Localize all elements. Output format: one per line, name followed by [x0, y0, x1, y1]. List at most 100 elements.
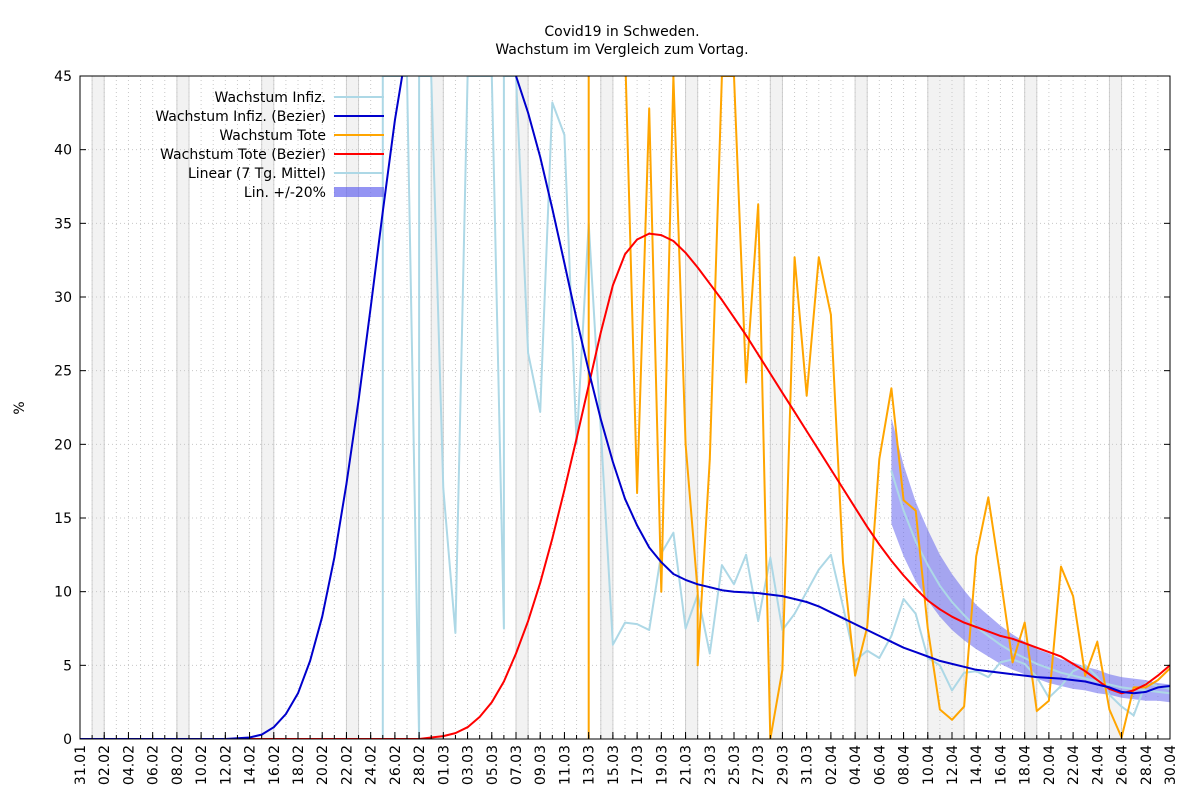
data-point-wachstum-tote-bezier — [854, 506, 856, 509]
x-tick-label: 06.02 — [146, 745, 162, 785]
data-point-wachstum-tote — [902, 499, 905, 502]
data-point-wachstum-tote — [745, 381, 747, 384]
data-point-linear-7-tg-mittel — [963, 614, 965, 616]
data-point-wachstum-tote-bezier — [999, 635, 1002, 637]
data-point-wachstum-infiz — [757, 620, 759, 622]
data-point-wachstum-tote — [818, 256, 820, 259]
data-point-wachstum-infiz-bezier — [345, 483, 348, 485]
data-point-wachstum-infiz — [818, 568, 820, 571]
data-point-wachstum-tote-bezier — [769, 372, 772, 375]
data-point-wachstum-infiz — [636, 623, 638, 625]
data-point-wachstum-tote-bezier — [757, 353, 759, 356]
data-point-wachstum-infiz-bezier — [818, 605, 820, 608]
data-point-wachstum-infiz-bezier — [527, 112, 529, 114]
data-point-wachstum-tote — [1011, 661, 1014, 664]
y-tick-label: 0 — [63, 732, 72, 748]
data-point-wachstum-tote-bezier — [830, 468, 832, 471]
data-point-linear-7-tg-mittel — [1011, 651, 1014, 653]
data-point-wachstum-tote — [963, 705, 965, 708]
data-point-wachstum-infiz-bezier — [1060, 677, 1062, 680]
data-point-wachstum-tote — [914, 509, 917, 512]
x-tick-label: 04.02 — [121, 745, 137, 785]
data-point-wachstum-tote — [927, 627, 929, 630]
x-tick-label: 02.02 — [97, 745, 113, 785]
data-point-wachstum-infiz — [684, 627, 687, 630]
data-point-wachstum-tote-bezier — [600, 331, 602, 334]
data-point-wachstum-tote-bezier — [878, 543, 881, 546]
x-tick-label: 22.04 — [1066, 745, 1082, 785]
y-tick-label: 15 — [54, 511, 72, 527]
data-point-wachstum-infiz — [539, 411, 541, 413]
y-axis-label: % — [12, 401, 28, 414]
data-point-wachstum-infiz-bezier — [890, 641, 893, 643]
data-point-wachstum-infiz — [999, 661, 1002, 664]
weekend-band — [261, 76, 274, 739]
x-tick-label: 25.03 — [727, 745, 743, 785]
series-area — [80, 46, 1170, 739]
weekend-band — [600, 76, 613, 739]
x-tick-label: 28.02 — [412, 745, 428, 785]
data-point-wachstum-infiz — [769, 557, 772, 559]
data-point-wachstum-infiz — [805, 590, 808, 593]
data-point-wachstum-infiz-bezier — [563, 262, 566, 264]
data-point-wachstum-tote — [866, 626, 868, 628]
data-point-wachstum-infiz-bezier — [672, 573, 675, 575]
data-point-wachstum-infiz-bezier — [1011, 673, 1014, 675]
data-point-linear-7-tg-mittel — [902, 509, 905, 512]
data-point-wachstum-infiz-bezier — [696, 583, 699, 586]
data-point-wachstum-tote-bezier — [636, 238, 638, 241]
data-point-wachstum-infiz-bezier — [878, 635, 881, 637]
x-tick-label: 26.04 — [1115, 745, 1131, 785]
data-point-wachstum-infiz — [939, 664, 941, 667]
y-tick-label: 20 — [54, 437, 72, 453]
data-point-wachstum-tote — [793, 256, 796, 259]
data-point-wachstum-tote — [1132, 686, 1135, 689]
data-point-wachstum-infiz-bezier — [1145, 691, 1147, 693]
data-point-wachstum-infiz — [503, 627, 505, 630]
data-point-wachstum-tote-bezier — [939, 608, 941, 611]
data-point-wachstum-tote — [757, 203, 759, 205]
x-tick-label: 01.03 — [436, 745, 452, 785]
data-point-wachstum-tote-bezier — [551, 537, 554, 540]
data-point-wachstum-tote-bezier — [1060, 655, 1062, 658]
data-point-wachstum-infiz-bezier — [1120, 691, 1123, 693]
data-point-linear-7-tg-mittel — [1060, 671, 1062, 674]
data-point-wachstum-tote-bezier — [890, 559, 893, 562]
data-point-wachstum-tote-bezier — [914, 587, 917, 590]
x-tick-label: 22.02 — [339, 745, 355, 785]
x-tick-label: 14.02 — [243, 745, 259, 785]
data-point-linear-7-tg-mittel — [1072, 674, 1074, 677]
data-point-wachstum-tote-bezier — [709, 282, 711, 285]
data-point-wachstum-infiz — [1072, 670, 1074, 672]
data-point-wachstum-infiz-bezier — [781, 595, 784, 597]
data-point-wachstum-infiz-bezier — [1048, 677, 1050, 679]
data-point-wachstum-infiz-bezier — [406, 46, 408, 48]
data-point-wachstum-tote — [842, 561, 844, 563]
data-point-wachstum-infiz — [793, 613, 796, 615]
data-point-wachstum-tote-bezier — [527, 620, 529, 622]
x-tick-label: 08.04 — [897, 745, 913, 785]
data-point-wachstum-tote — [999, 576, 1002, 578]
data-point-wachstum-tote-bezier — [696, 266, 699, 269]
data-point-wachstum-tote-bezier — [1048, 651, 1050, 653]
data-point-wachstum-infiz — [987, 676, 990, 678]
data-point-wachstum-tote-bezier — [478, 716, 481, 718]
data-point-wachstum-infiz-bezier — [757, 592, 759, 594]
data-point-wachstum-infiz-bezier — [745, 591, 747, 594]
x-tick-label: 23.03 — [703, 745, 719, 785]
data-point-wachstum-infiz-bezier — [1157, 686, 1159, 689]
data-point-wachstum-infiz — [951, 689, 953, 692]
data-point-linear-7-tg-mittel — [951, 601, 953, 603]
data-point-wachstum-infiz — [721, 564, 723, 566]
x-tick-label: 31.01 — [73, 745, 89, 785]
data-point-wachstum-tote-bezier — [587, 384, 590, 387]
data-point-wachstum-tote-bezier — [1011, 638, 1014, 640]
y-tick-label: 45 — [54, 69, 72, 85]
data-point-wachstum-infiz-bezier — [394, 119, 396, 121]
data-point-wachstum-infiz-bezier — [587, 369, 590, 372]
data-point-wachstum-infiz-bezier — [793, 598, 796, 600]
y-tick-label: 10 — [54, 585, 72, 601]
x-tick-label: 07.03 — [509, 745, 525, 785]
data-point-wachstum-tote-bezier — [575, 437, 578, 440]
